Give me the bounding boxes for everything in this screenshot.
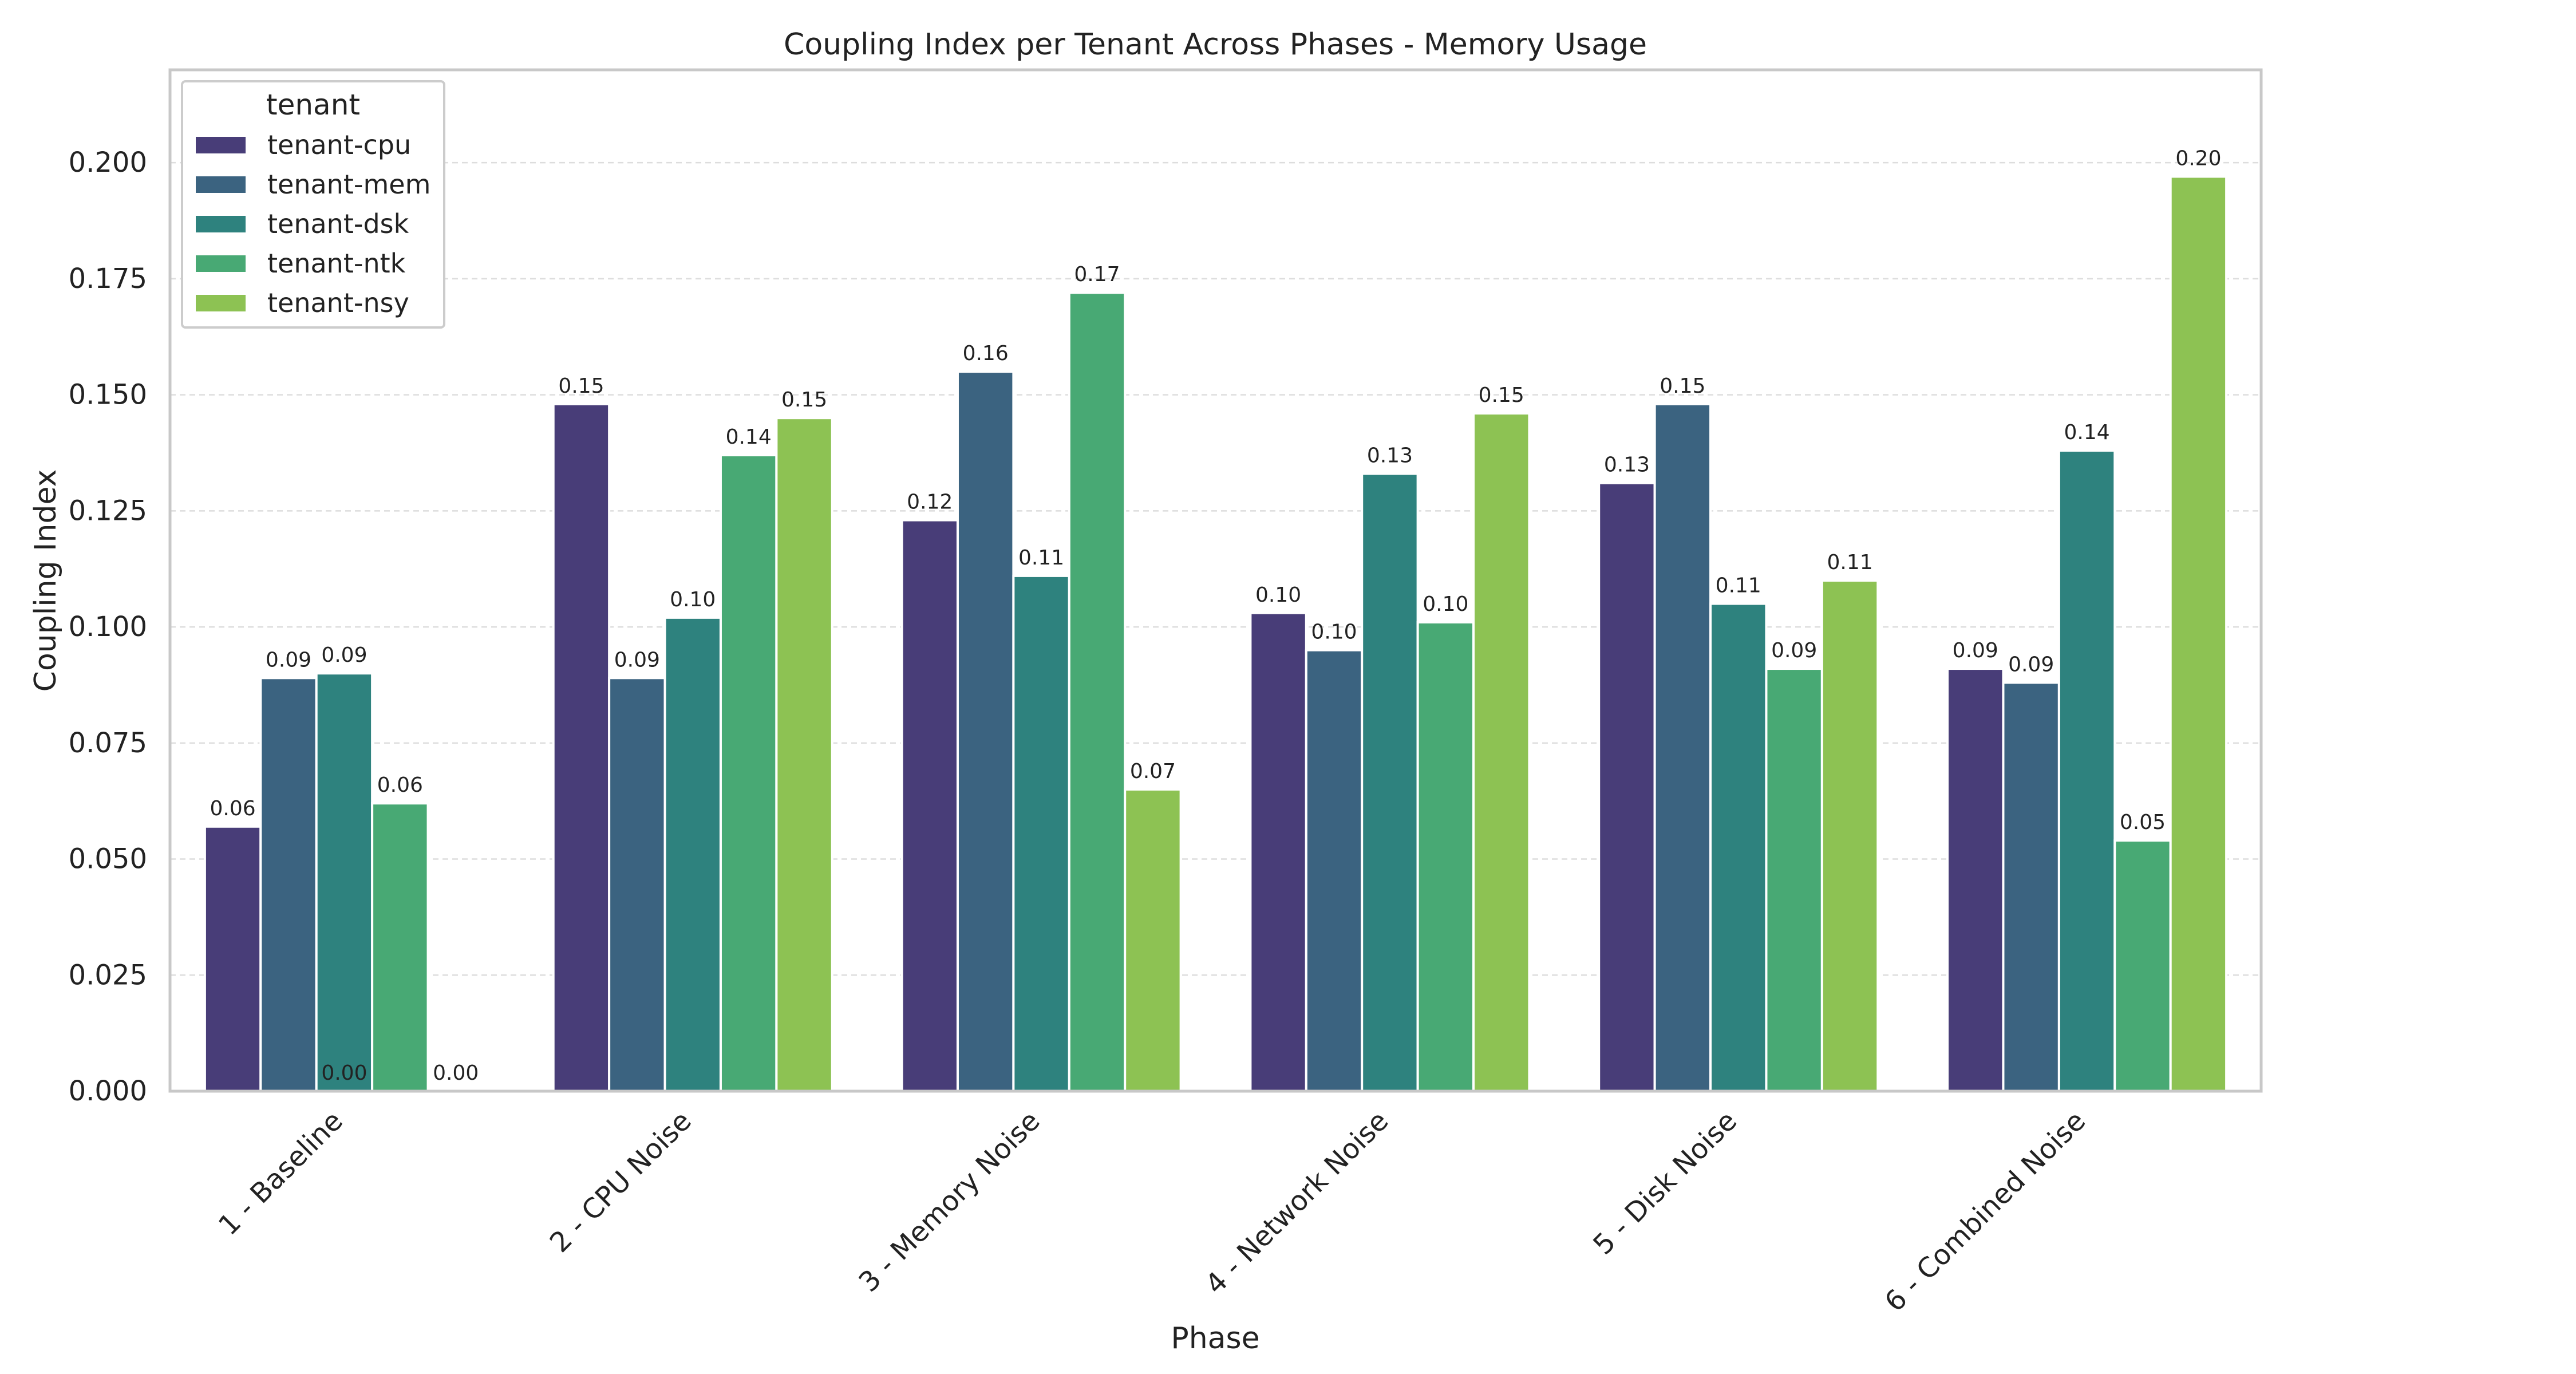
y-tick-label: 0.125 [69,495,147,527]
y-tick-label: 0.100 [69,611,147,643]
bar [2169,175,2228,1093]
legend-title: tenant [266,88,360,121]
legend-label: tenant-cpu [267,129,411,160]
data-label: 0.12 [907,491,953,514]
legend-swatch [196,176,246,193]
annotation: 0.00 [321,1061,367,1085]
bar [1709,602,1768,1092]
legend-label: tenant-nsy [267,287,409,318]
data-label: 0.16 [963,342,1009,365]
legend-swatch [196,255,246,272]
bar [2113,839,2172,1093]
bar [1416,621,1475,1092]
legend-label: tenant-dsk [267,208,409,239]
bar [1012,574,1070,1092]
grid-lines [170,161,2261,976]
bar [956,370,1015,1092]
chart-title: Coupling Index per Tenant Across Phases … [784,27,1647,62]
y-tick-label: 0.050 [69,843,147,875]
data-label: 0.17 [1074,263,1120,286]
data-label: 0.09 [1771,639,1817,662]
y-tick-label: 0.075 [69,727,147,759]
data-label: 0.15 [1660,374,1705,398]
data-label: 0.10 [1311,621,1357,644]
legend-label: tenant-ntk [267,248,406,279]
bar [1653,402,1712,1093]
data-label: 0.13 [1367,444,1413,467]
data-label: 0.14 [2064,421,2110,444]
legend-swatch [196,137,246,153]
y-axis-ticks: 0.000 0.025 0.050 0.075 0.100 0.125 0.150 0.175… [69,147,147,1107]
bar [775,417,833,1093]
bar [1765,668,1823,1092]
data-label: 0.09 [614,648,660,672]
data-label: 0.07 [1130,760,1176,783]
bar [608,677,666,1092]
bar [1249,611,1307,1093]
x-tick-label: 5 - Disk Noise [1587,1105,1743,1261]
bar [1068,291,1127,1093]
bar [900,519,959,1092]
x-tick-label: 3 - Memory Noise [853,1105,1046,1298]
legend: tenant tenant-cputenant-memtenant-dskten… [181,80,445,329]
x-tick-label: 4 - Network Noise [1199,1105,1395,1301]
data-label: 0.05 [2120,811,2166,834]
plot-frame [168,68,2263,1093]
data-label: 0.14 [726,425,772,449]
bar [315,672,374,1092]
data-label: 0.10 [1423,593,1468,616]
bar [663,616,722,1092]
data-label: 0.15 [781,388,827,412]
legend-swatch [196,216,246,232]
legend-items: tenant-cpu tenant-mem tenant-dsk tenant-ntk… [196,129,430,318]
y-tick-label: 0.150 [69,379,147,411]
bar [2057,449,2116,1092]
data-label: 0.10 [1255,583,1301,607]
y-tick-label: 0.025 [69,959,147,991]
data-label: 0.06 [377,773,423,797]
legend-label: tenant-mem [267,169,430,200]
legend-swatch [196,295,246,311]
data-label: 0.15 [1479,384,1524,407]
bar [1598,481,1656,1092]
data-label: 0.09 [1953,639,1998,662]
data-label: 0.09 [266,648,311,672]
bar [2002,681,2060,1092]
data-label: 0.09 [2008,653,2054,676]
data-label: 0.09 [321,643,367,667]
x-tick-label: 2 - CPU Noise [544,1105,698,1259]
bars [203,175,2228,1093]
legend-box [181,80,445,329]
bar [1472,412,1531,1092]
bar [1361,472,1419,1092]
data-label: 0.13 [1604,453,1650,477]
data-label: 0.11 [1018,546,1064,570]
bar [203,825,262,1093]
bar [1124,788,1182,1092]
data-label: 0.06 [210,797,256,820]
x-axis-ticks: 1 - Baseline 2 - CPU Noise 3 - Memory Nois… [212,1105,2092,1318]
x-axis-label: Phase [1171,1321,1259,1356]
y-axis-label: Coupling Index [29,469,63,692]
data-label: 0.15 [558,374,604,398]
data-label: 0.20 [2175,147,2221,171]
bar [719,454,778,1092]
x-tick-label: 6 - Combined Noise [1879,1105,2092,1318]
x-tick-label: 1 - Baseline [212,1105,349,1242]
data-label: 0.00 [433,1061,479,1085]
data-label: 0.10 [670,588,716,611]
y-tick-label: 0.200 [69,147,147,179]
bar [371,802,429,1092]
data-labels: 0.06 0.09 0.09 0.06 0.00 0.15 0.09 0.10 0.14 0.15… [210,147,2222,1085]
y-tick-label: 0.175 [69,263,147,295]
bar [1305,649,1364,1092]
y-tick-label: 0.000 [69,1075,147,1107]
data-label: 0.11 [1827,551,1872,574]
bar [1946,668,2005,1092]
bar [552,402,611,1093]
bar [1820,579,1879,1092]
data-label: 0.11 [1716,574,1761,598]
bar [259,677,318,1092]
